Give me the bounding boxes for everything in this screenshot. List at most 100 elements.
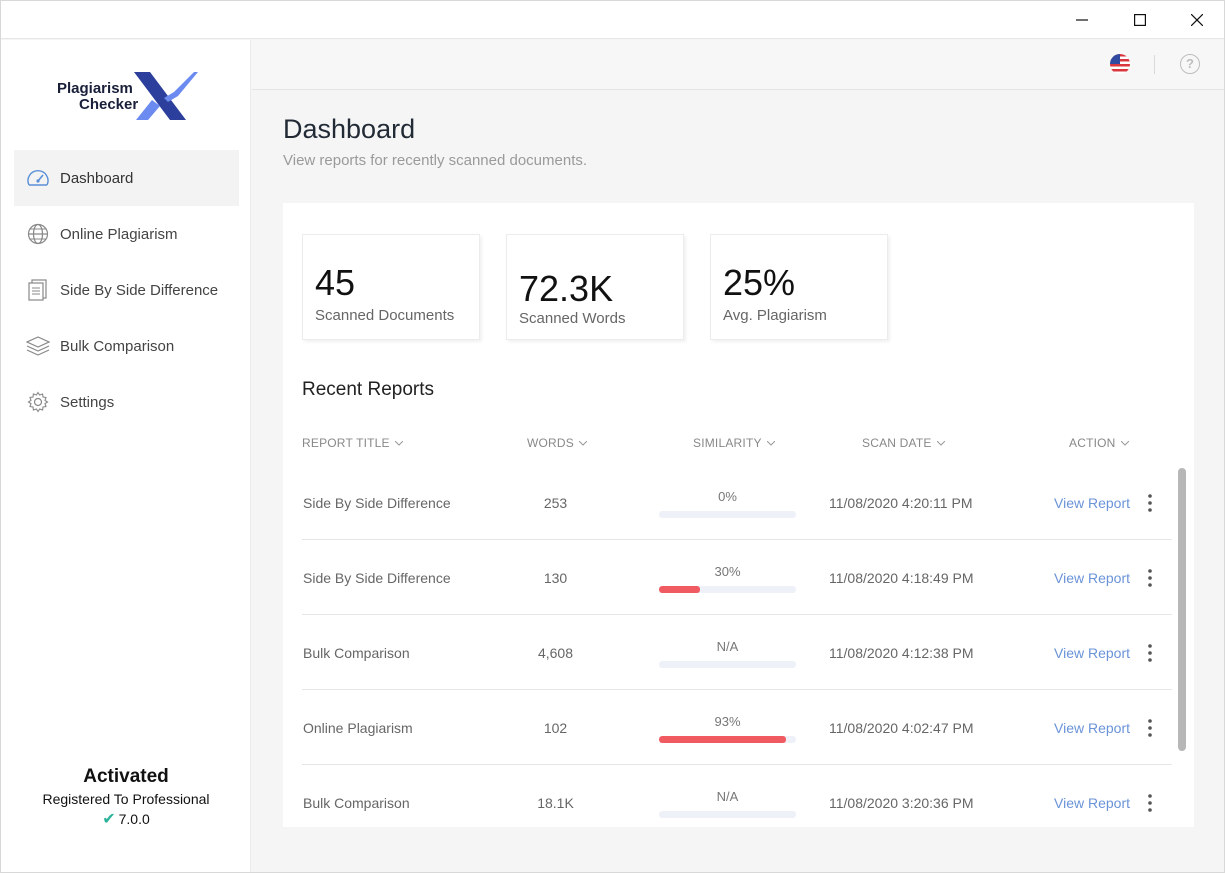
sidebar-item-settings[interactable]: Settings: [14, 374, 239, 430]
report-title: Bulk Comparison: [303, 644, 410, 661]
more-vertical-icon: [1148, 643, 1152, 662]
similarity-bar-fill: [659, 586, 701, 593]
sidebar-item-bulk-comparison[interactable]: Bulk Comparison: [14, 318, 239, 374]
maximize-button[interactable]: [1111, 1, 1168, 39]
report-words: 4,608: [537, 644, 574, 661]
similarity-cell: 93%: [659, 690, 796, 765]
stat-card-words: 72.3K Scanned Words: [506, 234, 684, 340]
similarity-cell: N/A: [659, 615, 796, 690]
table-row: Online Plagiarism 102 93% 11/08/2020 4:0…: [302, 690, 1172, 765]
chevron-down-icon: [766, 440, 775, 446]
us-flag-icon[interactable]: [1110, 54, 1130, 74]
version-row: ✔ 7.0.0: [1, 809, 251, 829]
table-row: Side By Side Difference 253 0% 11/08/202…: [302, 465, 1172, 540]
more-vertical-icon: [1148, 718, 1152, 737]
view-report-link[interactable]: View Report: [1054, 794, 1131, 811]
similarity-value: N/A: [716, 789, 739, 804]
more-options-button[interactable]: [1140, 540, 1160, 615]
stat-value: 45: [315, 262, 356, 303]
activation-status: Activated Registered To Professional ✔ 7…: [1, 766, 251, 829]
more-vertical-icon: [1148, 568, 1152, 587]
check-icon: ✔: [102, 811, 116, 828]
page-title: Dashboard: [283, 114, 416, 144]
view-report-link[interactable]: View Report: [1054, 644, 1131, 661]
more-options-button[interactable]: [1140, 615, 1160, 690]
sidebar-item-label: Online Plagiarism: [60, 225, 178, 243]
close-icon: [1190, 14, 1203, 26]
similarity-bar-fill: [659, 736, 787, 743]
dashboard-panel: 45 Scanned Documents 72.3K Scanned Words…: [283, 203, 1194, 827]
sidebar-nav: Dashboard Online Plagiarism Side By Side…: [14, 150, 239, 430]
sidebar-item-side-by-side[interactable]: Side By Side Difference: [14, 262, 239, 318]
top-bar: ?: [252, 40, 1224, 90]
column-header-words[interactable]: WORDS: [527, 436, 587, 450]
gear-icon: [26, 390, 50, 414]
registration-text: Registered To Professional: [42, 791, 210, 807]
similarity-bar: [659, 811, 796, 818]
view-report-link[interactable]: View Report: [1054, 719, 1131, 736]
scrollbar-thumb[interactable]: [1178, 468, 1186, 751]
similarity-bar: [659, 511, 796, 518]
view-report-link[interactable]: View Report: [1054, 569, 1131, 586]
report-title: Bulk Comparison: [303, 794, 410, 811]
report-words: 102: [543, 719, 568, 736]
column-header-label: ACTION: [1069, 436, 1116, 450]
similarity-bar: [659, 661, 796, 668]
more-options-button[interactable]: [1140, 465, 1160, 540]
scan-date: 11/08/2020 4:12:38 PM: [829, 644, 974, 661]
table-row: Bulk Comparison 18.1K N/A 11/08/2020 3:2…: [302, 765, 1172, 827]
column-header-title[interactable]: REPORT TITLE: [302, 436, 403, 450]
report-words: 18.1K: [537, 794, 574, 811]
report-words: 253: [543, 494, 568, 511]
sidebar: Plagiarism Checker Dashboard Online Plag…: [1, 40, 251, 872]
logo-text-line2: Checker: [79, 96, 139, 113]
column-header-similarity[interactable]: SIMILARITY: [693, 436, 775, 450]
speedometer-icon: [26, 166, 50, 190]
sidebar-item-dashboard[interactable]: Dashboard: [14, 150, 239, 206]
stat-label: Scanned Words: [519, 310, 626, 327]
documents-icon: [26, 278, 50, 302]
similarity-cell: 30%: [659, 540, 796, 615]
chevron-down-icon: [579, 440, 587, 446]
similarity-value: 0%: [718, 489, 737, 504]
more-options-button[interactable]: [1140, 765, 1160, 827]
scan-date: 11/08/2020 4:18:49 PM: [829, 569, 974, 586]
sidebar-item-online-plagiarism[interactable]: Online Plagiarism: [14, 206, 239, 262]
similarity-bar: [659, 736, 796, 743]
view-report-link[interactable]: View Report: [1054, 494, 1131, 511]
table-row: Side By Side Difference 130 30% 11/08/20…: [302, 540, 1172, 615]
similarity-bar: [659, 586, 796, 593]
column-header-action[interactable]: ACTION: [1069, 436, 1129, 450]
help-icon[interactable]: ?: [1180, 54, 1200, 74]
column-header-scan-date[interactable]: SCAN DATE: [862, 436, 945, 450]
column-header-label: REPORT TITLE: [302, 436, 390, 450]
scan-date: 11/08/2020 3:20:36 PM: [829, 794, 974, 811]
layers-icon: [26, 334, 50, 358]
stat-label: Avg. Plagiarism: [723, 307, 827, 324]
logo-x-icon: [134, 72, 198, 120]
column-header-label: WORDS: [527, 436, 574, 450]
minimize-button[interactable]: [1053, 1, 1110, 39]
stat-card-documents: 45 Scanned Documents: [302, 234, 480, 340]
scan-date: 11/08/2020 4:20:11 PM: [829, 494, 973, 511]
report-words: 130: [543, 569, 568, 586]
maximize-icon: [1133, 14, 1146, 26]
table-row: Bulk Comparison 4,608 N/A 11/08/2020 4:1…: [302, 615, 1172, 690]
close-button[interactable]: [1168, 1, 1225, 39]
sidebar-item-label: Settings: [60, 393, 115, 411]
scan-date: 11/08/2020 4:02:47 PM: [829, 719, 974, 736]
similarity-cell: N/A: [659, 765, 796, 827]
chevron-down-icon: [1120, 440, 1129, 446]
minimize-icon: [1075, 19, 1088, 21]
report-title: Online Plagiarism: [303, 719, 413, 736]
similarity-value: 30%: [714, 564, 741, 579]
more-vertical-icon: [1148, 793, 1152, 812]
chevron-down-icon: [936, 440, 945, 446]
header-divider: [1154, 55, 1155, 74]
more-options-button[interactable]: [1140, 690, 1160, 765]
similarity-value: N/A: [716, 639, 739, 654]
title-bar: [1, 1, 1224, 39]
report-title: Side By Side Difference: [303, 569, 451, 586]
stat-value: 72.3K: [519, 268, 614, 309]
